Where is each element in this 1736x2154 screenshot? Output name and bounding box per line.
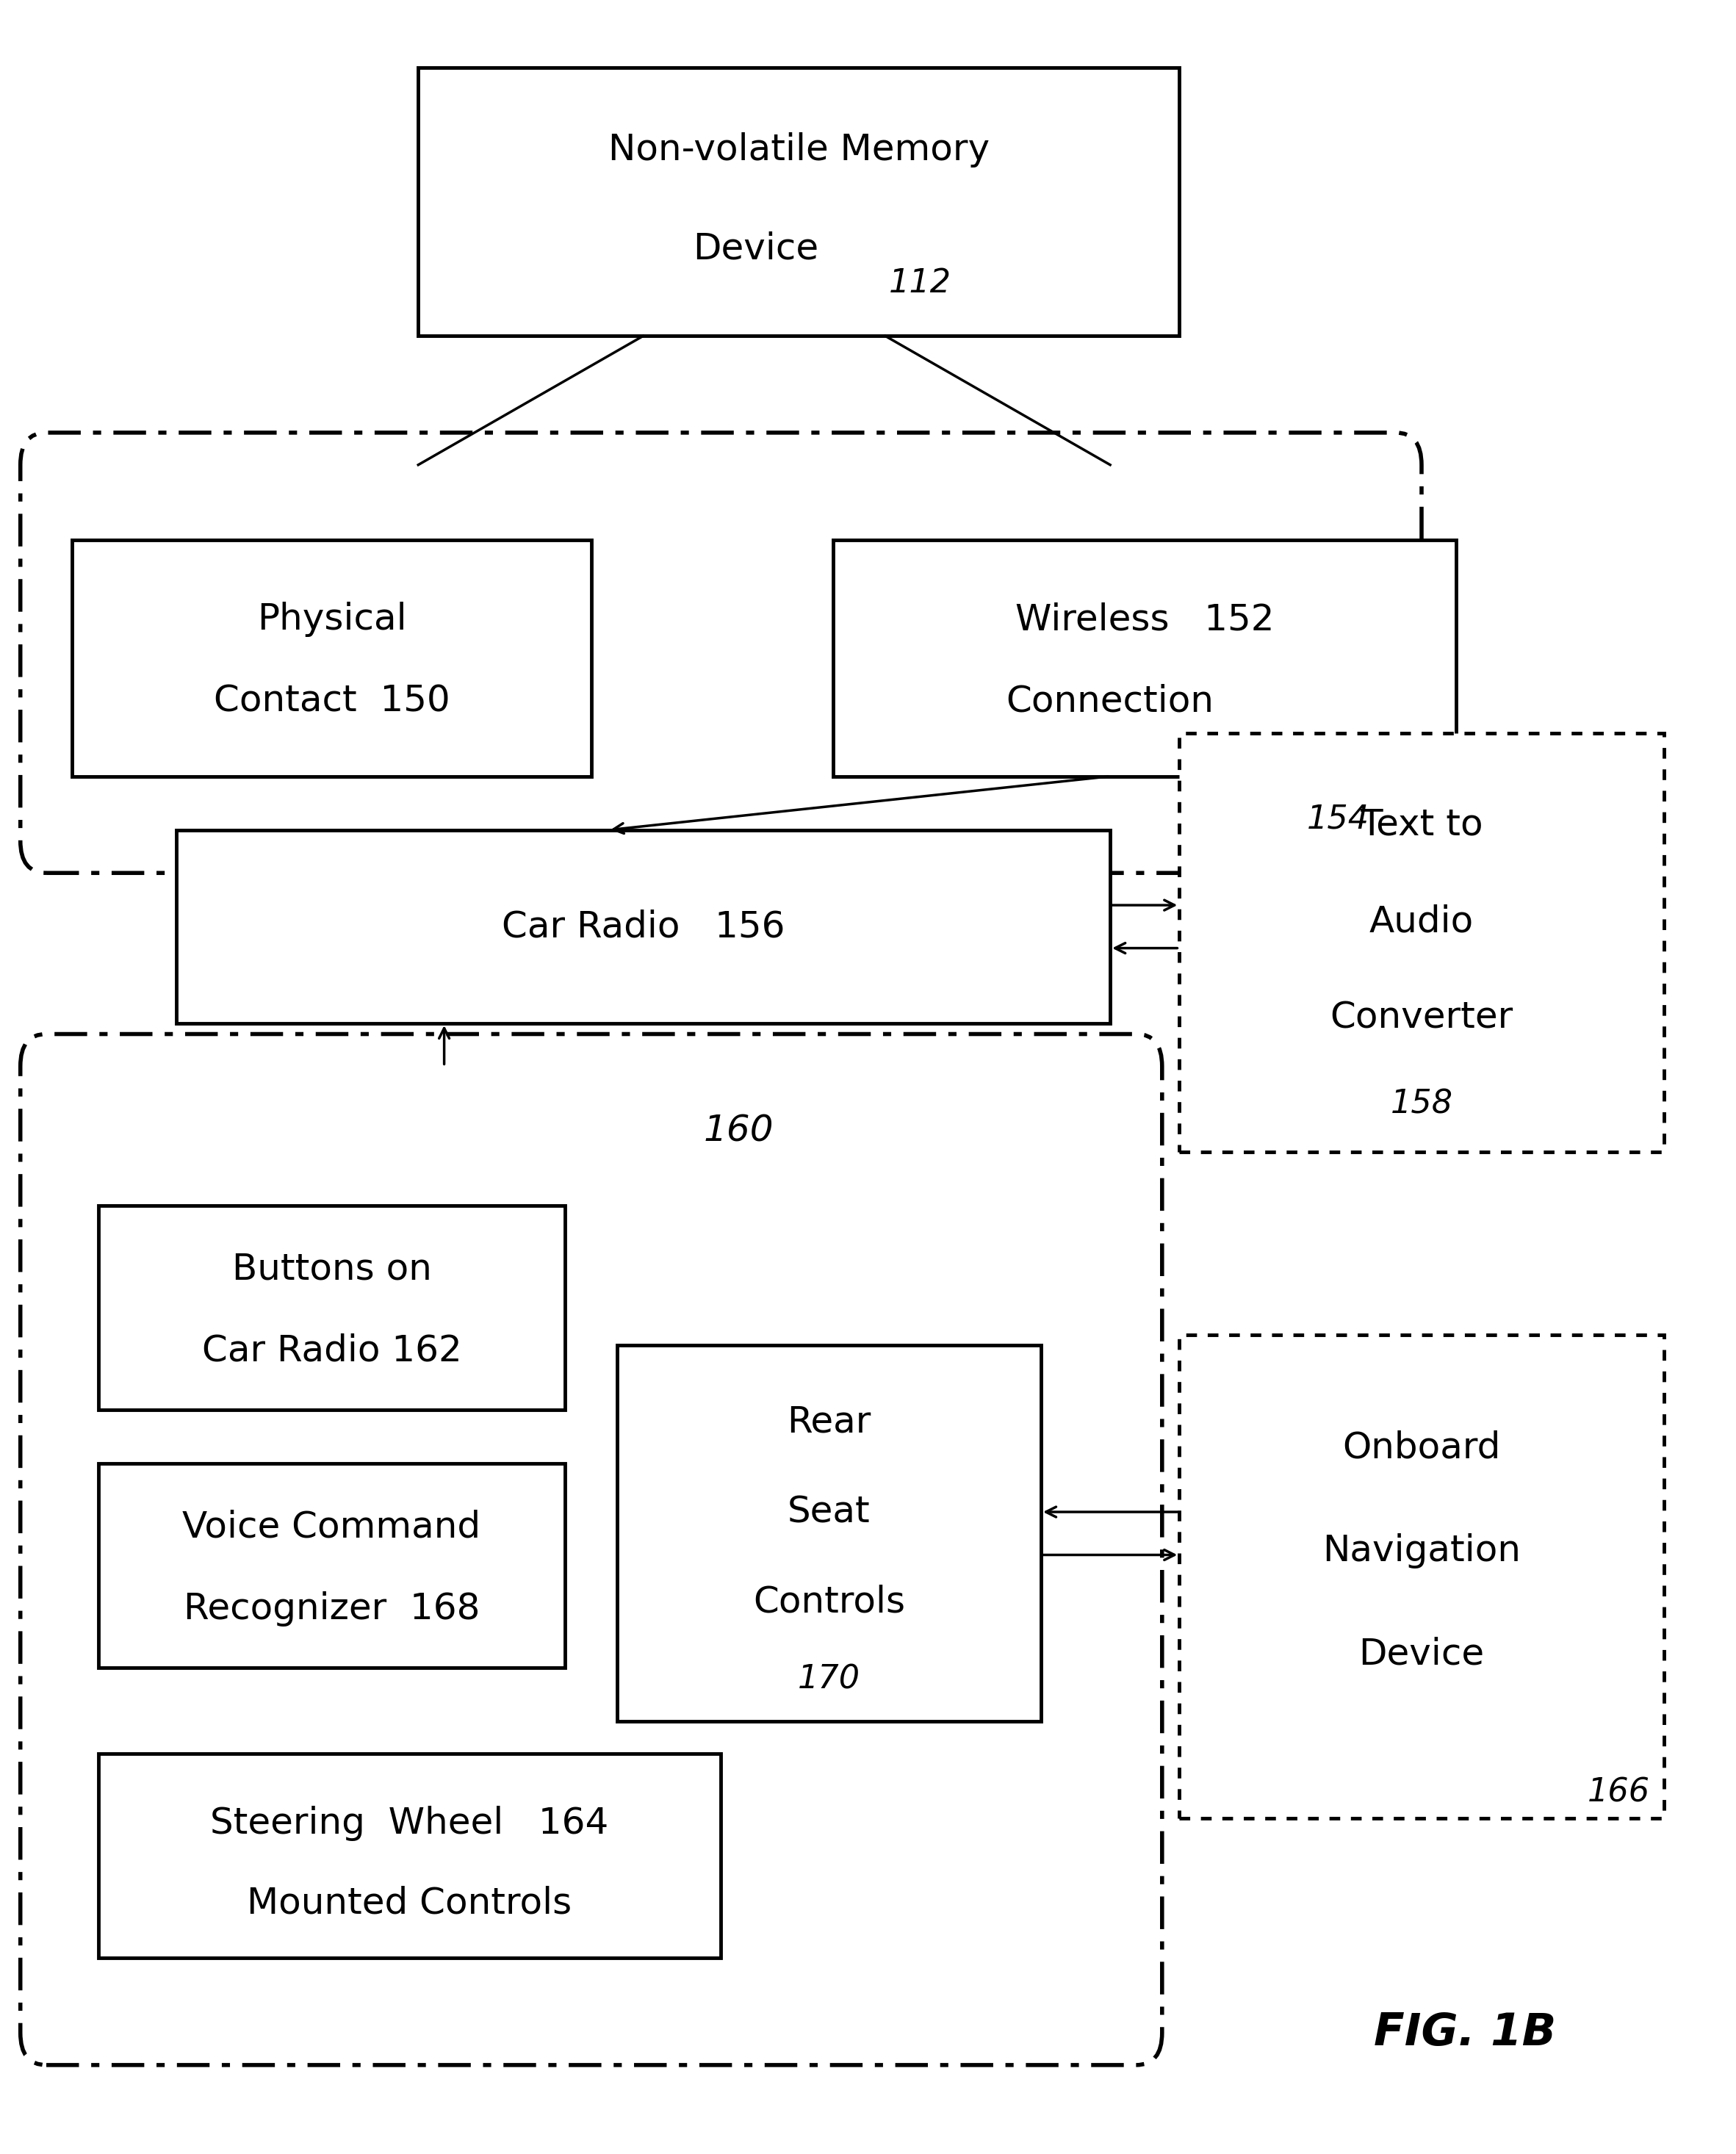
Text: Connection: Connection bbox=[1007, 683, 1213, 719]
Text: Steering  Wheel   164: Steering Wheel 164 bbox=[210, 1805, 609, 1842]
Text: 158: 158 bbox=[1391, 1088, 1453, 1120]
Text: 160: 160 bbox=[703, 1114, 773, 1148]
FancyBboxPatch shape bbox=[99, 1463, 566, 1667]
Text: FIG. 1B: FIG. 1B bbox=[1373, 2012, 1555, 2055]
Text: Navigation: Navigation bbox=[1323, 1534, 1521, 1568]
FancyBboxPatch shape bbox=[618, 1346, 1042, 1721]
Text: Rear: Rear bbox=[786, 1404, 871, 1439]
Text: Device: Device bbox=[693, 230, 818, 267]
Text: 112: 112 bbox=[889, 267, 951, 299]
Text: Voice Command: Voice Command bbox=[182, 1510, 481, 1544]
Text: Audio: Audio bbox=[1370, 905, 1474, 939]
FancyBboxPatch shape bbox=[175, 829, 1111, 1023]
Text: Contact  150: Contact 150 bbox=[214, 683, 450, 719]
FancyBboxPatch shape bbox=[1179, 732, 1663, 1152]
Text: 154: 154 bbox=[1307, 803, 1370, 836]
Text: Car Radio 162: Car Radio 162 bbox=[201, 1333, 462, 1368]
Text: Seat: Seat bbox=[788, 1495, 870, 1529]
Text: Physical: Physical bbox=[257, 601, 406, 638]
FancyBboxPatch shape bbox=[833, 541, 1457, 775]
Text: Controls: Controls bbox=[753, 1585, 904, 1620]
FancyBboxPatch shape bbox=[1179, 1335, 1663, 1818]
Text: Wireless   152: Wireless 152 bbox=[1016, 601, 1274, 638]
FancyBboxPatch shape bbox=[418, 67, 1179, 336]
FancyBboxPatch shape bbox=[99, 1753, 720, 1958]
FancyBboxPatch shape bbox=[73, 541, 592, 775]
Text: Onboard: Onboard bbox=[1342, 1430, 1500, 1465]
Text: Non-volatile Memory: Non-volatile Memory bbox=[608, 134, 990, 168]
Text: Buttons on: Buttons on bbox=[233, 1251, 432, 1286]
Text: Mounted Controls: Mounted Controls bbox=[247, 1885, 573, 1921]
Text: Device: Device bbox=[1359, 1637, 1484, 1672]
Text: Converter: Converter bbox=[1330, 999, 1514, 1036]
Text: 166: 166 bbox=[1587, 1777, 1649, 1807]
Text: Car Radio   156: Car Radio 156 bbox=[502, 909, 785, 943]
Text: Text to: Text to bbox=[1359, 808, 1483, 842]
Text: 170: 170 bbox=[799, 1663, 861, 1695]
FancyBboxPatch shape bbox=[99, 1206, 566, 1411]
Text: Recognizer  168: Recognizer 168 bbox=[184, 1592, 479, 1626]
